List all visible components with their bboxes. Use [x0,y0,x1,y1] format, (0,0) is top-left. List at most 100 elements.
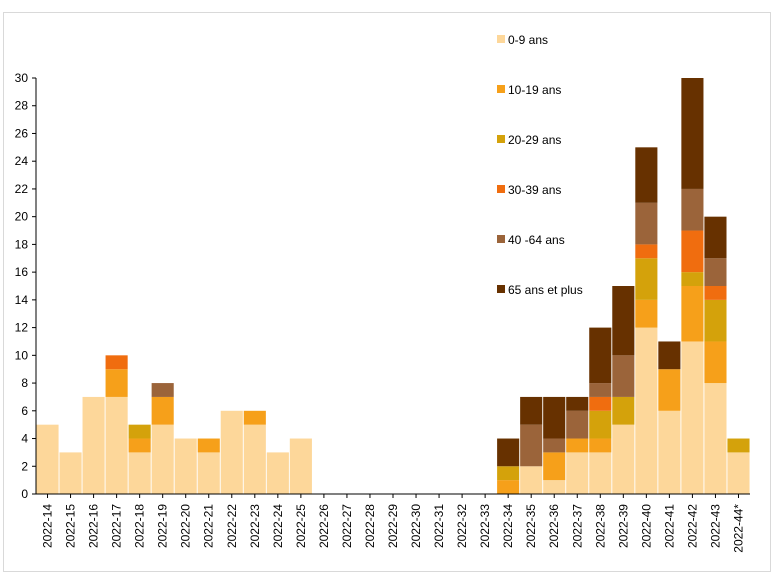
bar-segment-2022-39-s5 [612,286,635,356]
bar-segment-2022-42-s3 [681,230,704,273]
bar-segment-2022-38-s5 [589,327,612,384]
bar-segment-2022-43-s1 [704,341,727,384]
x-tick-label: 2022-28 [363,504,377,548]
bar-segment-2022-19-s1 [151,396,174,425]
y-tick-label: 22 [15,182,29,196]
legend-swatch [497,35,505,43]
bar-segment-2022-40-s0 [635,327,658,494]
bar-segment-2022-20-s0 [174,438,197,494]
bar-segment-2022-38-s1 [589,438,612,453]
bar-segment-2022-42-s4 [681,188,704,231]
bar-segment-2022-44*-s0 [727,452,750,494]
y-tick-label: 18 [15,237,29,251]
x-tick-label: 2022-15 [64,504,78,548]
chart-frame [3,12,771,572]
bar-segment-2022-43-s4 [704,258,727,286]
bar-segment-2022-34-s5 [497,438,520,467]
x-tick-label: 2022-43 [708,504,722,548]
x-tick-label: 2022-34 [501,504,515,548]
bar-segment-2022-21-s1 [197,438,220,453]
bar-segment-2022-42-s0 [681,341,704,494]
bar-segment-2022-40-s1 [635,299,658,328]
x-tick-label: 2022-30 [409,504,423,548]
x-tick-label: 2022-31 [432,504,446,548]
x-axis: 2022-14 2022-15 2022-16 2022-17 2022-18 2022-… [36,493,750,553]
x-tick-label: 2022-25 [294,504,308,548]
x-tick-label: 2022-36 [547,504,561,548]
bar-segment-2022-42-s5 [681,78,704,189]
bar-segment-2022-24-s0 [266,452,289,494]
y-tick-label: 8 [21,376,28,390]
x-tick-label: 2022-37 [570,504,584,548]
bar-segment-2022-43-s0 [704,383,727,494]
legend-swatch [497,235,505,243]
legend-label: 30-39 ans [508,183,561,197]
bar-segment-2022-38-s2 [589,410,612,439]
bar-segment-2022-36-s1 [543,452,566,481]
y-tick-label: 4 [21,432,28,446]
bar-segment-2022-40-s5 [635,147,658,203]
bar-segment-2022-35-s0 [520,466,543,494]
x-tick-label: 2022-39 [616,504,630,548]
y-tick-label: 20 [15,210,29,224]
y-tick-label: 10 [15,348,29,362]
x-tick-label: 2022-18 [133,504,147,548]
bar-segment-2022-36-s4 [543,438,566,453]
x-tick-label: 2022-29 [386,504,400,548]
bar-segment-2022-38-s0 [589,452,612,494]
y-tick-label: 6 [21,404,28,418]
bar-segment-2022-44*-s2 [727,438,750,453]
bar-segment-2022-39-s0 [612,424,635,494]
legend-swatch [497,185,505,193]
legend-swatch [497,135,505,143]
y-tick-label: 12 [15,321,29,335]
bar-segment-2022-43-s5 [704,216,727,259]
bar-segment-2022-22-s0 [220,410,243,494]
bar-segment-2022-40-s4 [635,202,658,245]
legend-label: 20-29 ans [508,133,561,147]
bar-segment-2022-18-s0 [128,452,151,494]
bar-segment-2022-38-s4 [589,383,612,397]
x-tick-label: 2022-20 [179,504,193,548]
bar-segment-2022-14-s0 [36,424,59,494]
y-tick-label: 0 [21,487,28,501]
y-tick-label: 16 [15,265,29,279]
bar-segment-2022-41-s1 [658,369,681,411]
bar-segment-2022-19-s4 [151,383,174,397]
x-tick-label: 2022-24 [271,504,285,548]
bar-segment-2022-43-s2 [704,299,727,342]
legend-swatch [497,285,505,293]
y-tick-label: 14 [15,293,29,307]
bar-segment-2022-42-s2 [681,272,704,286]
legend-swatch [497,85,505,93]
x-tick-label: 2022-21 [202,504,216,548]
y-tick-label: 30 [15,71,29,85]
bar-segment-2022-21-s0 [197,452,220,494]
x-tick-label: 2022-16 [87,504,101,548]
x-tick-label: 2022-33 [478,504,492,548]
bar-segment-2022-39-s4 [612,355,635,397]
bar-segment-2022-41-s0 [658,410,681,494]
bar-segment-2022-17-s1 [105,369,128,397]
legend-label: 10-19 ans [508,83,561,97]
bar-segment-2022-34-s2 [497,466,520,481]
bar-segment-2022-23-s0 [243,424,266,494]
bar-segment-2022-37-s1 [566,438,589,453]
x-tick-label: 2022-26 [317,504,331,548]
x-tick-label: 2022-35 [524,504,538,548]
y-tick-label: 26 [15,126,29,140]
bars-layer [36,78,750,494]
bar-segment-2022-17-s3 [105,355,128,370]
bar-segment-2022-35-s5 [520,396,543,425]
bar-segment-2022-38-s3 [589,396,612,411]
bar-segment-2022-23-s1 [243,410,266,425]
legend-label: 65 ans et plus [508,283,583,297]
bar-segment-2022-25-s0 [289,438,312,494]
bar-segment-2022-15-s0 [59,452,82,494]
x-tick-label: 2022-23 [248,504,262,548]
bar-segment-2022-37-s5 [566,396,589,411]
bar-segment-2022-42-s1 [681,286,704,342]
x-tick-label: 2022-27 [340,504,354,548]
bar-segment-2022-18-s1 [128,438,151,453]
